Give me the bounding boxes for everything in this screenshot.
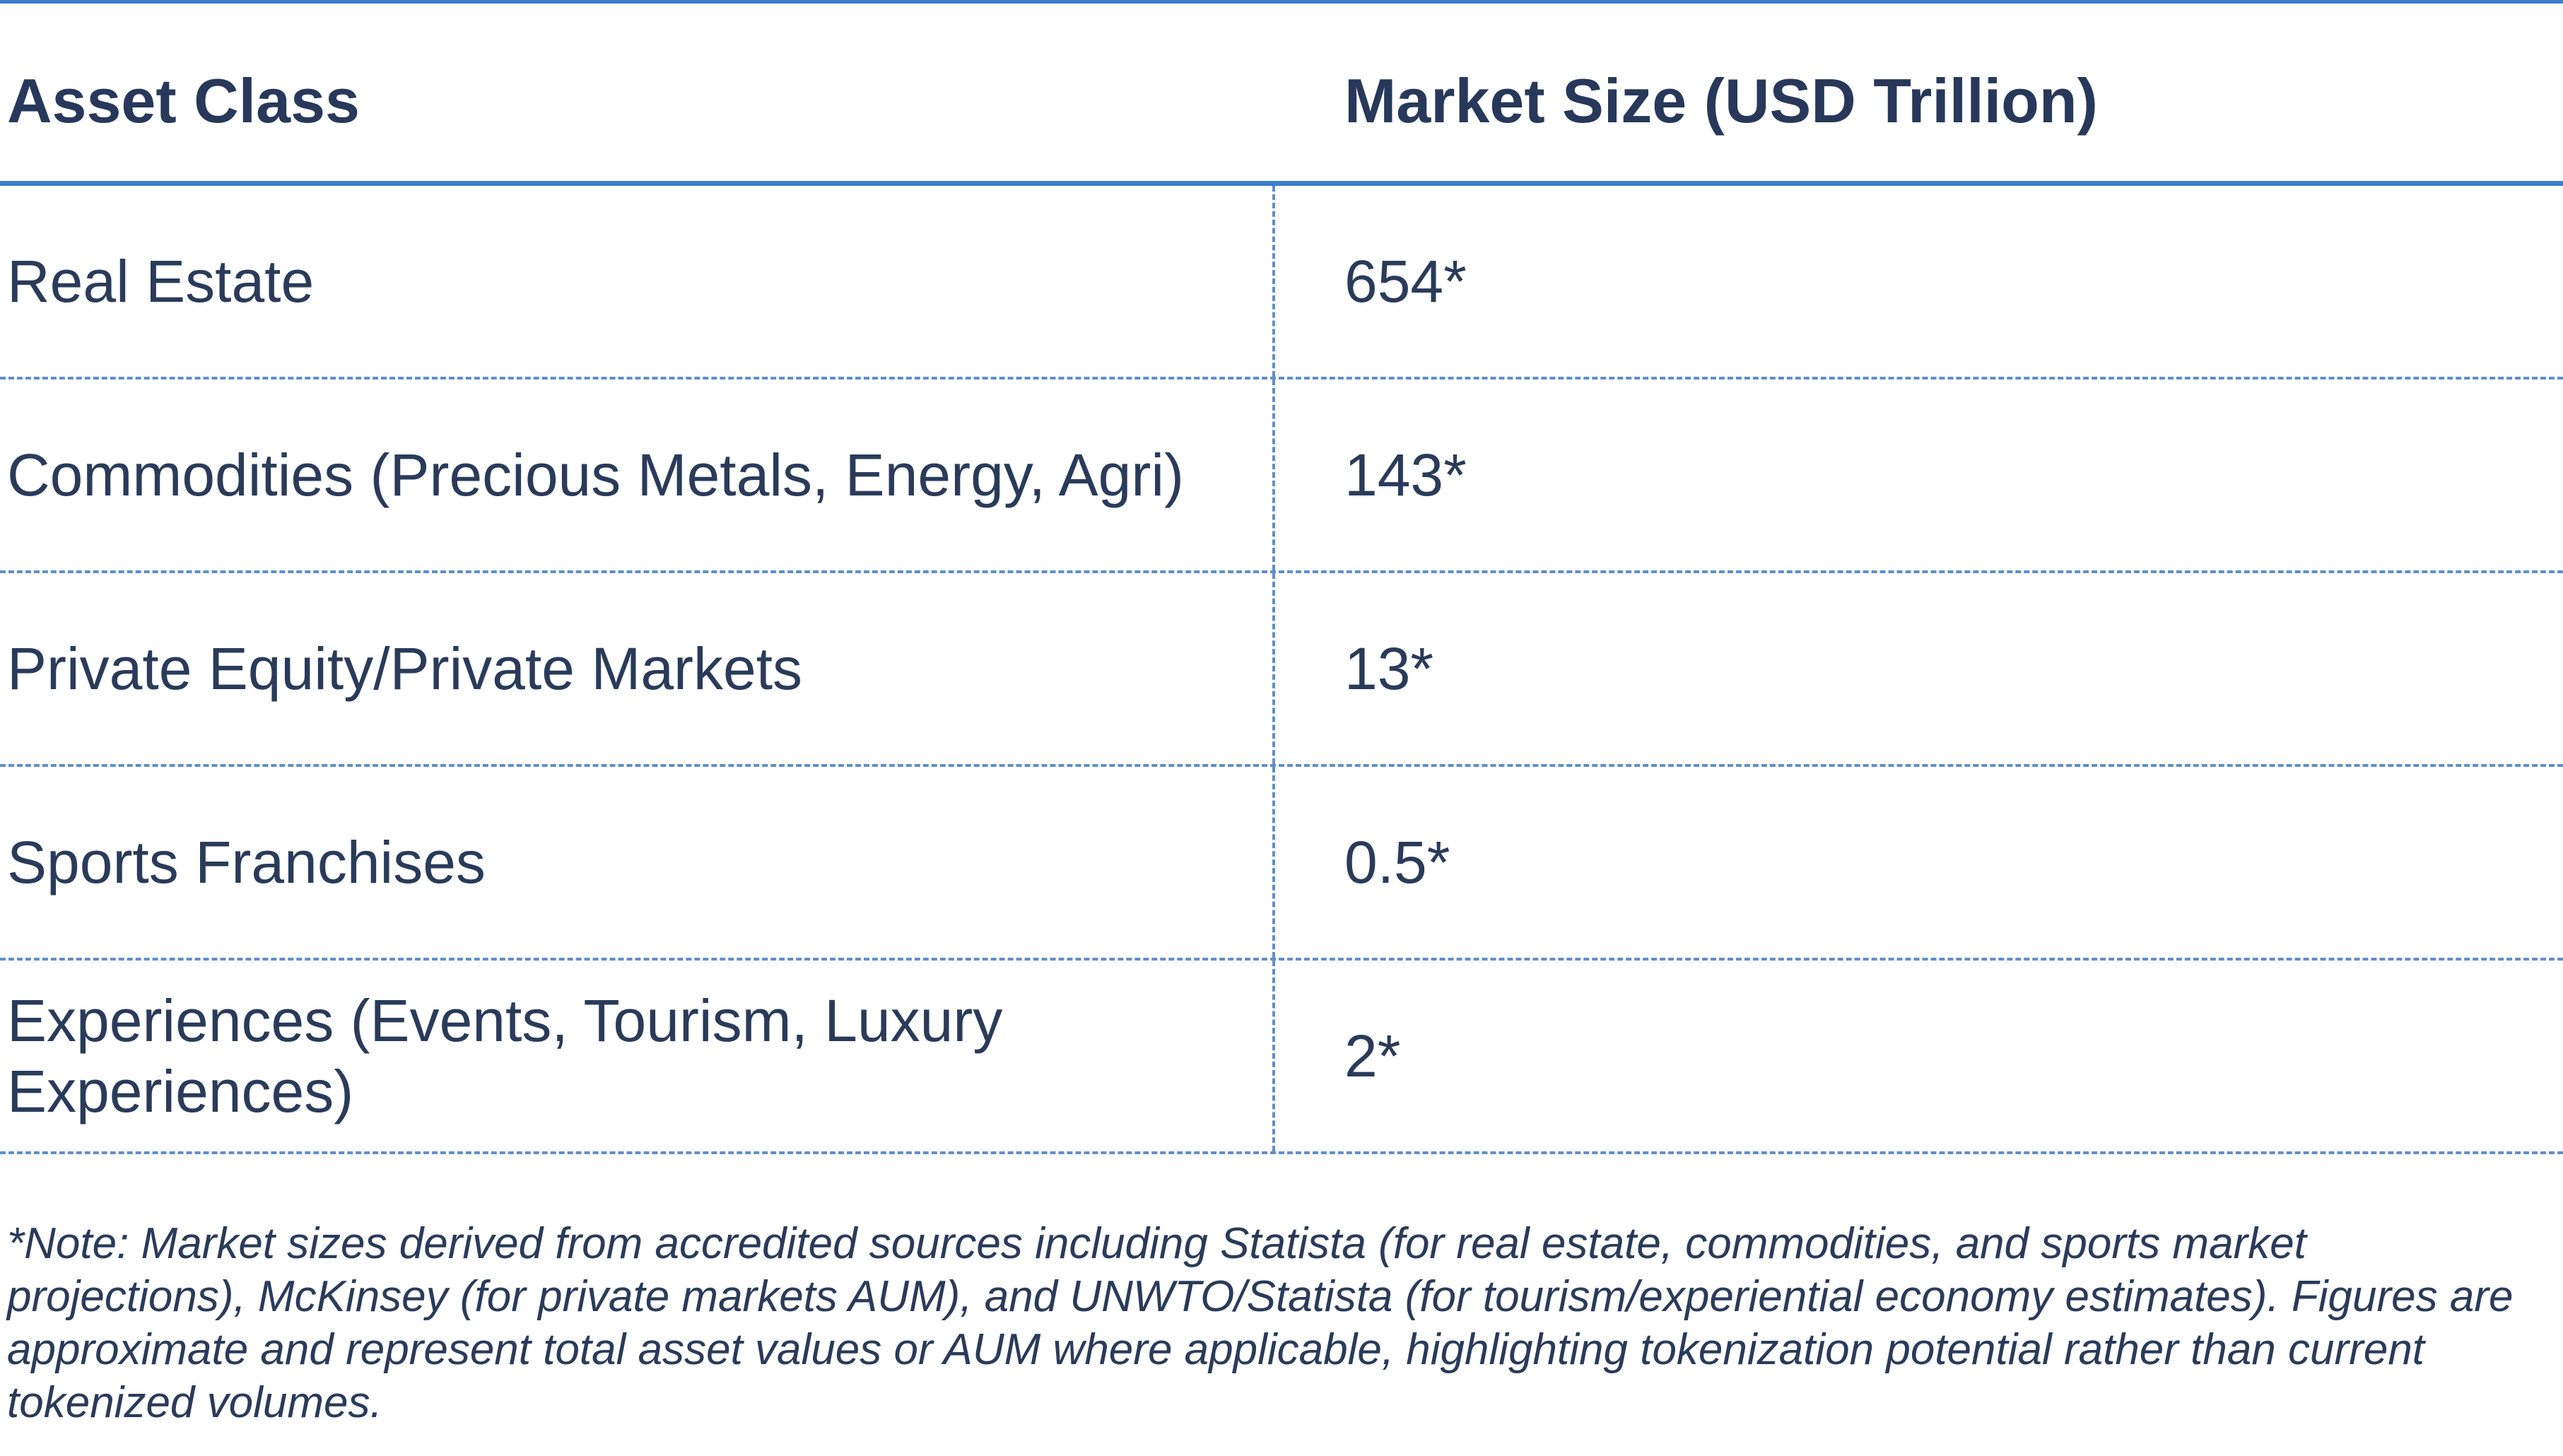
market-size-cell: 2* [1344, 1023, 1401, 1089]
market-size-cell: 13* [1344, 635, 1434, 702]
market-size-cell: 0.5* [1344, 829, 1450, 896]
table-row: Private Equity/Private Markets 13* [0, 573, 2563, 767]
footnote: *Note: Market sizes derived from accredi… [7, 1219, 2514, 1427]
column-divider [1272, 380, 1275, 570]
asset-class-cell: Sports Franchises [7, 829, 486, 896]
column-divider [1272, 186, 1275, 377]
asset-class-cell: Experiences (Events, Tourism, Luxury Exp… [7, 987, 1003, 1125]
column-divider [1272, 961, 1275, 1151]
table-row: Sports Franchises 0.5* [0, 767, 2563, 961]
market-size-cell: 654* [1344, 248, 1467, 315]
asset-class-cell: Private Equity/Private Markets [7, 635, 803, 702]
table-row: Real Estate 654* [0, 186, 2563, 380]
table-row: Commodities (Precious Metals, Energy, Ag… [0, 380, 2563, 573]
market-size-table: Asset Class Market Size (USD Trillion) R… [0, 4, 2563, 1154]
table-header-row: Asset Class Market Size (USD Trillion) [0, 4, 2563, 186]
column-divider [1272, 573, 1275, 764]
market-size-cell: 143* [1344, 442, 1467, 508]
asset-class-cell: Real Estate [7, 248, 315, 315]
column-divider [1272, 767, 1275, 958]
header-asset-class: Asset Class [7, 66, 360, 136]
top-rule [0, 0, 2563, 4]
asset-class-cell: Commodities (Precious Metals, Energy, Ag… [7, 442, 1184, 508]
header-market-size: Market Size (USD Trillion) [1344, 66, 2098, 136]
table-row: Experiences (Events, Tourism, Luxury Exp… [0, 961, 2563, 1154]
